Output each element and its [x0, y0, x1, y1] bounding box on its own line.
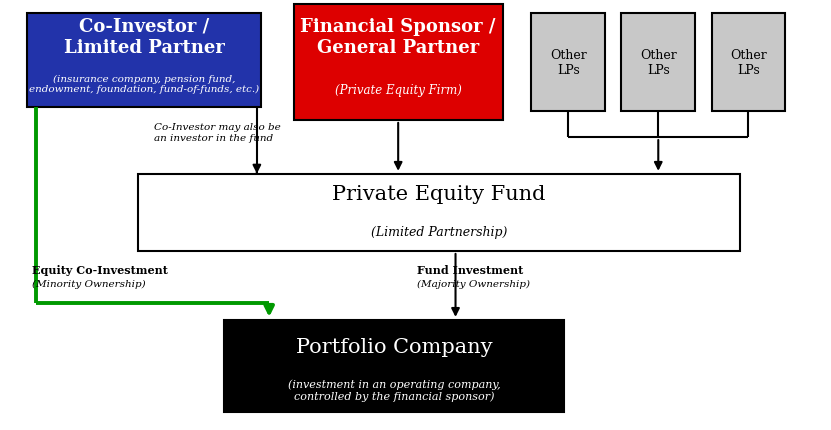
Text: (Majority Ownership): (Majority Ownership): [416, 280, 529, 289]
Text: Equity Co-Investment: Equity Co-Investment: [32, 264, 168, 275]
Bar: [531, 14, 605, 112]
Text: Financial Sponsor /
General Partner: Financial Sponsor / General Partner: [301, 18, 496, 56]
Bar: [27, 14, 261, 108]
Text: Fund Investment: Fund Investment: [416, 264, 523, 275]
Text: Other
LPs: Other LPs: [730, 49, 767, 77]
Text: (Private Equity Firm): (Private Equity Firm): [335, 84, 461, 97]
Text: (Limited Partnership): (Limited Partnership): [371, 226, 507, 239]
Text: Private Equity Fund: Private Equity Fund: [332, 184, 546, 203]
Bar: [293, 5, 503, 121]
Text: (insurance company, pension fund,
endowment, foundation, fund-of-funds, etc.): (insurance company, pension fund, endowm…: [29, 74, 259, 94]
Text: (investment in an operating company,
controlled by the financial sponsor): (investment in an operating company, con…: [288, 378, 500, 401]
Bar: [711, 14, 785, 112]
Bar: [224, 320, 564, 412]
Text: Other
LPs: Other LPs: [550, 49, 587, 77]
Bar: [622, 14, 696, 112]
Text: Co-Investor may also be
an investor in the fund: Co-Investor may also be an investor in t…: [155, 123, 281, 142]
Text: (Minority Ownership): (Minority Ownership): [32, 280, 145, 289]
Text: Other
LPs: Other LPs: [640, 49, 676, 77]
Bar: [138, 174, 740, 252]
Text: Portfolio Company: Portfolio Company: [296, 337, 493, 356]
Text: Co-Investor /
Limited Partner: Co-Investor / Limited Partner: [64, 18, 224, 56]
